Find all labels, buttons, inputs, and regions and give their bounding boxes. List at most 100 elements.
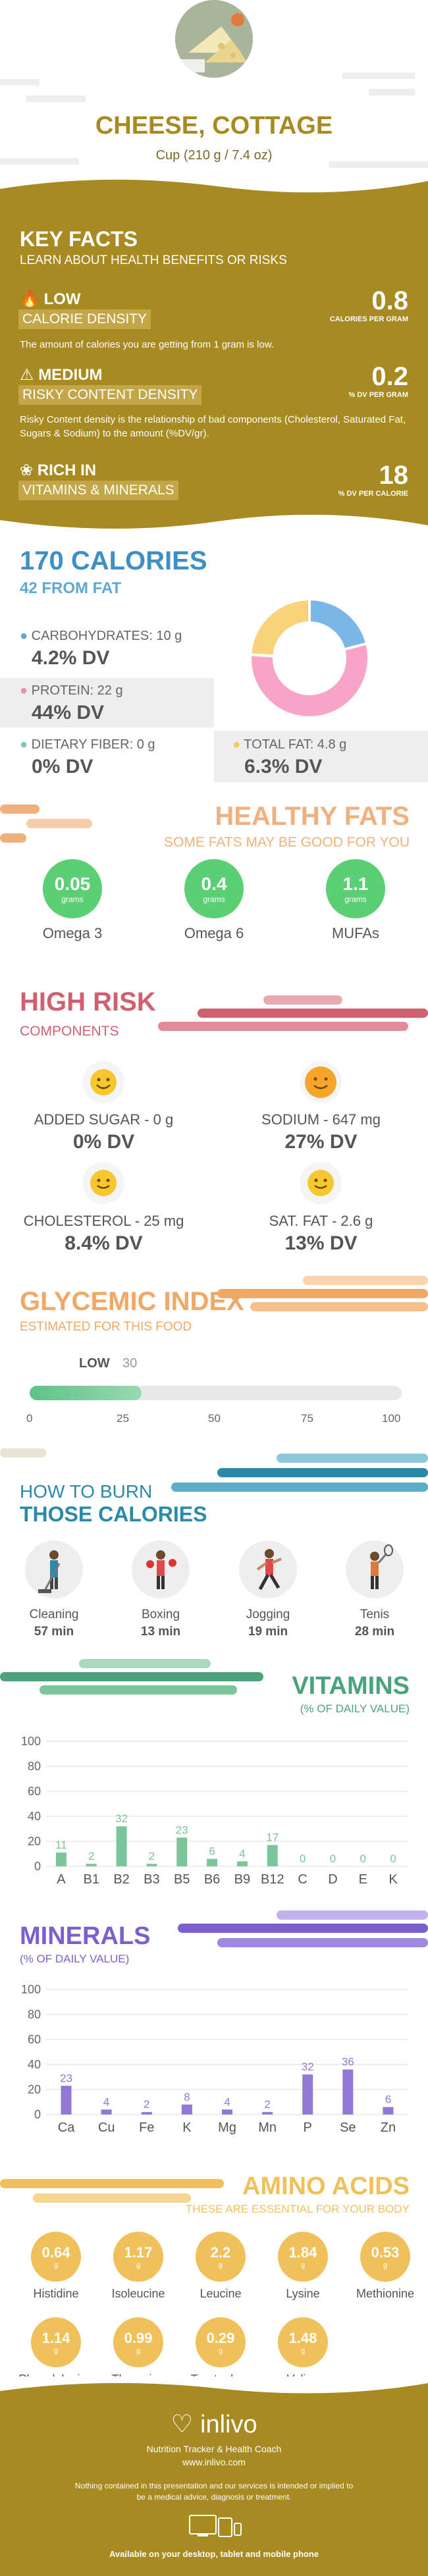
macro-dv: 6.3% DV (244, 756, 323, 777)
vitamins-section: VITAMINS (% OF DAILY VALUE) 0 20 40 60 80 100… (0, 1659, 428, 1909)
cheese-icon (175, 0, 253, 78)
gi-title: GLYCEMIC INDEX (20, 1287, 244, 1316)
bar-Ca (61, 2086, 72, 2115)
bar-B12 (267, 1845, 278, 1866)
x-tick-label: K (182, 2120, 192, 2135)
bar-value-label: 8 (184, 2091, 190, 2103)
fat-circle-omega6: 0.4 grams (184, 859, 244, 918)
header-decoration (0, 72, 428, 168)
bar-value-label: 4 (239, 1847, 245, 1860)
header: CHEESE, COTTAGE Cup (210 g / 7.4 oz) (0, 0, 428, 174)
gi-tick: 75 (301, 1412, 313, 1425)
gi-track (30, 1386, 402, 1400)
x-tick-label: D (328, 1872, 337, 1887)
rich-in-unit: % DV PER CALORIE (338, 490, 408, 498)
amino-unit: g (218, 2347, 223, 2355)
amino-name: Methionine (356, 2287, 415, 2300)
x-tick-label: K (388, 1872, 398, 1887)
amino-unit: g (383, 2261, 388, 2269)
y-tick-label: 100 (21, 1735, 41, 1748)
high-risk-subtitle: COMPONENTS (20, 1024, 119, 1039)
y-tick-label: 40 (28, 2058, 41, 2071)
risk-dv: 0% DV (72, 1131, 135, 1153)
bar-value-label: 32 (302, 2061, 314, 2073)
calorie-density-value: 0.8 (371, 286, 408, 315)
bar-B1 (86, 1864, 97, 1866)
gi-value-label: 30 (122, 1356, 138, 1371)
devices-icon (189, 2515, 242, 2537)
bar-value-label: 4 (103, 2095, 109, 2108)
amino-circle-isoleucine: 1.17 g (113, 2232, 163, 2282)
available-text: Available on your desktop, tablet and mo… (109, 2549, 319, 2559)
x-tick-label: B5 (174, 1872, 190, 1887)
bar-value-label: 11 (55, 1839, 67, 1851)
smiley-icon-sodium (300, 1061, 342, 1103)
macro-label: ● DIETARY FIBER: 0 g (20, 737, 155, 752)
y-tick-label: 0 (34, 1860, 41, 1873)
fat-name: MUFAs (331, 925, 380, 941)
y-tick-label: 60 (28, 1785, 41, 1798)
bar-A (55, 1853, 67, 1866)
footer: ♡ inlivo Nutrition Tracker & Health Coac… (0, 2377, 428, 2576)
healthy-fats-section: HEALTHY FATS SOME FATS MAY BE GOOD FOR Y… (0, 790, 428, 987)
y-tick-label: 60 (28, 2033, 41, 2046)
y-tick-label: 0 (34, 2108, 41, 2121)
bar-value-label: 2 (144, 2098, 149, 2111)
disclaimer: Nothing contained in this presentation a… (74, 2481, 354, 2502)
amino-value: 1.48 (288, 2330, 317, 2346)
amino-unit: g (53, 2261, 59, 2269)
x-tick-label: Ca (58, 2120, 75, 2135)
donut-slice-carbs (308, 597, 369, 652)
amino-circle-leucine: 2.2 g (196, 2232, 246, 2282)
heart-icon: ♡ (171, 2411, 194, 2438)
bar-value-label: 6 (385, 2093, 391, 2106)
vitamins-subtitle: (% OF DAILY VALUE) (300, 1702, 410, 1715)
amino-acids-section: AMINO ACIDS THESE ARE ESSENTIAL FOR YOUR… (0, 2166, 428, 2386)
x-tick-label: Se (340, 2120, 356, 2135)
food-image (175, 0, 253, 78)
x-tick-label: B6 (204, 1872, 220, 1887)
rich-in-level: ❀ RICH IN (20, 461, 97, 479)
tennis-icon (346, 1540, 404, 1598)
x-tick-label: B9 (234, 1872, 250, 1887)
risk-dv: 13% DV (284, 1232, 358, 1254)
amino-unit: g (300, 2347, 306, 2355)
amino-value: 0.99 (124, 2330, 153, 2346)
bar-value-label: 0 (390, 1853, 396, 1865)
brand-url[interactable]: www.inlivo.com (182, 2457, 246, 2467)
key-facts-subtitle: LEARN ABOUT HEALTH BENEFITS OR RISKS (20, 253, 287, 267)
x-tick-label: A (57, 1872, 66, 1887)
risky-density-unit: % DV PER GRAM (348, 391, 408, 399)
healthy-fats-title: HEALTHY FATS (215, 802, 410, 831)
burn-title-2: THOSE CALORIES (20, 1502, 207, 1526)
activity-time: 57 min (34, 1625, 74, 1639)
risky-density-name: RISKY CONTENT DENSITY (18, 385, 202, 405)
activity-name: Cleaning (29, 1608, 79, 1621)
macro-carbs: ● CARBOHYDRATES: 10 g 4.2% DV (0, 625, 211, 671)
bar-value-label: 17 (266, 1831, 279, 1844)
macro-protein: ● PROTEIN: 22 g 44% DV (0, 678, 214, 727)
macro-donut-chart (249, 597, 370, 719)
food-title: CHEESE, COTTAGE (95, 112, 333, 140)
bar-B2 (116, 1826, 127, 1866)
risk-label: CHOLESTEROL - 25 mg (23, 1213, 184, 1229)
fat-circle-omega3: 0.05 grams (43, 859, 102, 918)
bar-Se (342, 2069, 354, 2115)
bar-Mg (222, 2109, 232, 2115)
x-tick-label: Mn (258, 2120, 277, 2135)
gi-fill (30, 1386, 142, 1400)
calories-title: 170 CALORIES (20, 546, 207, 575)
wave-bottom (0, 514, 428, 533)
risk-label: ADDED SUGAR - 0 g (34, 1111, 174, 1128)
minerals-subtitle: (% OF DAILY VALUE) (20, 1953, 130, 1965)
bar-Cu (101, 2109, 112, 2115)
amino-value: 1.14 (41, 2330, 70, 2346)
amino-circle-tryptophan: 0.29 g (196, 2317, 246, 2367)
bar-Fe (141, 2112, 152, 2115)
activity-name: Boxing (141, 1608, 180, 1621)
amino-unit: g (53, 2347, 59, 2355)
serving-size: Cup (210 g / 7.4 oz) (155, 148, 273, 163)
amino-name: Leucine (200, 2287, 242, 2300)
smiley-icon-cholesterol (82, 1162, 124, 1204)
healthy-fats-subtitle: SOME FATS MAY BE GOOD FOR YOU (163, 835, 410, 850)
